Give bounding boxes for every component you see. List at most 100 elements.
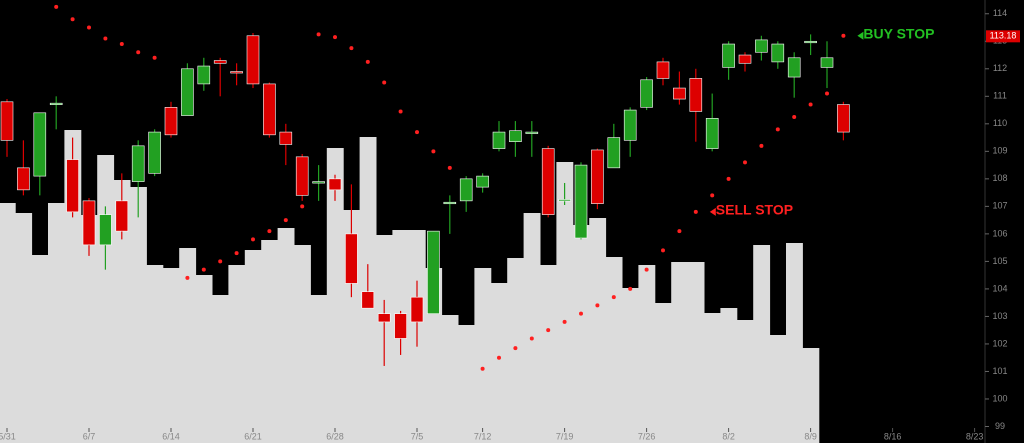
candle-body <box>837 104 850 133</box>
sar-dot <box>661 248 665 253</box>
candle-body <box>607 137 621 169</box>
x-tick-label: 8/9 <box>804 431 817 441</box>
y-tick-label: 110 <box>993 118 1007 128</box>
sar-dot <box>382 80 387 85</box>
sar-dot <box>87 25 91 30</box>
sar-dot <box>300 204 305 209</box>
sar-dot <box>775 127 780 132</box>
candle-body <box>131 145 145 182</box>
volume-bar <box>195 275 213 443</box>
candle-body <box>263 83 276 136</box>
candle-body <box>361 291 375 309</box>
sar-dot <box>267 229 272 234</box>
volume-bar <box>720 308 738 443</box>
candle-body <box>410 296 424 323</box>
sar-dot <box>119 42 124 47</box>
last-price-label: 113.18 <box>990 31 1017 41</box>
sar-dot <box>595 303 600 308</box>
sar-dot <box>693 209 698 214</box>
annotation: BUY STOP <box>863 25 934 41</box>
volume-bar <box>179 248 197 443</box>
x-tick-label: 6/7 <box>83 431 96 441</box>
x-tick-label: 7/26 <box>638 431 656 441</box>
sar-dot <box>185 275 190 280</box>
sar-dot <box>54 4 59 9</box>
sar-dot <box>431 149 436 154</box>
candle-body <box>312 181 325 184</box>
sar-dot <box>743 160 747 165</box>
volume-bar <box>687 262 705 443</box>
volume-bar <box>113 180 131 443</box>
sar-dot <box>677 229 682 234</box>
sar-dot <box>611 295 616 300</box>
candle-body <box>459 178 473 202</box>
volume-bar <box>769 335 787 443</box>
volume-bar <box>474 268 492 443</box>
sar-dot <box>349 46 354 51</box>
volume-bar <box>523 213 541 443</box>
candle-body <box>33 112 47 177</box>
x-tick-label: 8/2 <box>722 431 735 441</box>
candle-body <box>66 159 79 213</box>
volume-bar <box>162 268 180 443</box>
sar-dot <box>841 33 846 38</box>
volume-bar <box>753 245 771 443</box>
candle-body <box>49 102 63 105</box>
volume-bar <box>654 303 672 443</box>
y-tick-label: 105 <box>992 256 1007 266</box>
volume-bar <box>540 265 557 443</box>
x-tick-label: 7/5 <box>411 431 424 441</box>
candle-body <box>115 200 129 232</box>
sar-dot <box>497 355 501 360</box>
volume-bar <box>736 320 754 443</box>
candle-body <box>755 39 768 53</box>
candle-body <box>99 214 112 246</box>
x-tick-label: 7/12 <box>474 431 492 441</box>
candle-body <box>771 43 785 63</box>
sar-dot <box>447 165 452 170</box>
candle-body <box>181 68 194 116</box>
volume-bar <box>572 225 590 443</box>
volume-bar <box>589 218 607 443</box>
sar-dot <box>825 91 829 96</box>
candle-body <box>197 65 211 85</box>
annotation-arrow <box>857 31 864 40</box>
volume-bar <box>228 265 246 443</box>
y-tick-label: 104 <box>992 283 1007 293</box>
sar-dot <box>529 336 534 341</box>
volume-bar <box>310 295 328 443</box>
candle-body <box>246 35 260 85</box>
candle-body <box>787 57 801 78</box>
sar-dot <box>480 366 485 371</box>
volume-bar <box>31 255 49 443</box>
candle-body <box>328 178 342 191</box>
candle-body <box>345 233 358 284</box>
x-tick-label: 7/19 <box>556 431 574 441</box>
sar-dot <box>513 346 518 351</box>
candle-body <box>623 109 637 141</box>
sar-dot <box>562 319 567 324</box>
sar-dot <box>644 267 649 272</box>
candle-body <box>705 118 719 149</box>
volume-bar <box>244 250 262 443</box>
candle-body <box>738 54 752 64</box>
sar-dot <box>218 259 223 264</box>
candle-body <box>656 61 670 79</box>
candle-body <box>377 313 391 323</box>
volume-bar <box>802 348 820 443</box>
y-tick-label: 102 <box>992 338 1007 348</box>
candle-body <box>148 131 161 174</box>
volume-bar <box>622 288 639 443</box>
volume-bar <box>146 265 164 443</box>
candle-body <box>492 131 506 149</box>
sar-dot <box>70 17 75 22</box>
y-tick-label: 108 <box>992 173 1007 183</box>
candle-body <box>525 131 539 134</box>
y-tick-label: 100 <box>992 393 1007 403</box>
volume-bar <box>97 155 115 443</box>
x-tick-label: 6/14 <box>162 431 180 441</box>
candle-body <box>17 167 30 191</box>
sar-dot <box>283 218 288 223</box>
